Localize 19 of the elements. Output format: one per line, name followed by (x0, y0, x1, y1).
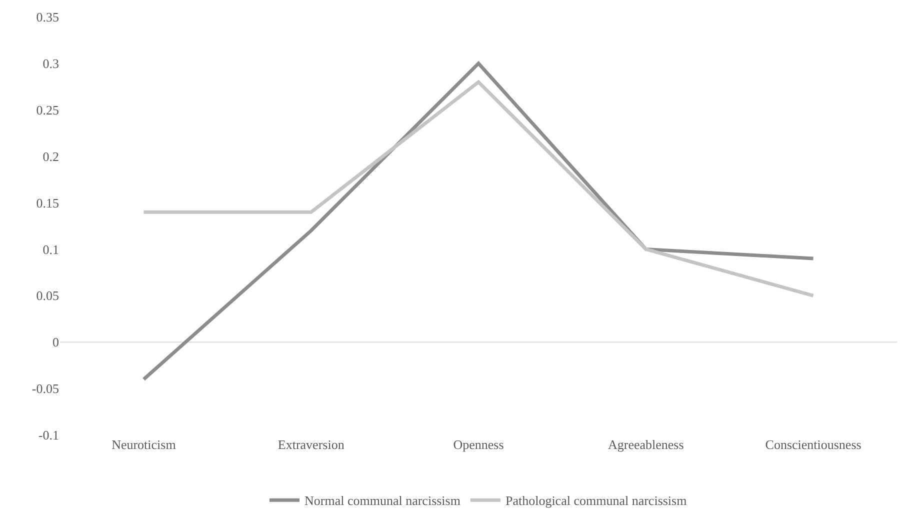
y-tick-label: -0.1 (38, 428, 59, 443)
legend-label: Normal communal narcissism (304, 493, 460, 508)
x-tick-label: Conscientiousness (765, 437, 862, 452)
y-tick-label: 0 (52, 334, 59, 350)
x-tick-label: Openness (453, 437, 504, 452)
y-tick-label: 0.25 (36, 102, 59, 118)
x-tick-label: Agreeableness (608, 437, 684, 452)
legend-label: Pathological communal narcissism (505, 493, 687, 508)
y-tick-label: 0.1 (42, 242, 59, 257)
x-tick-label: Neuroticism (112, 437, 176, 452)
y-tick-label: 0.05 (36, 288, 59, 304)
y-tick-label: 0.15 (36, 195, 59, 210)
x-tick-label: Extraversion (278, 437, 345, 452)
line-series (142, 80, 816, 298)
line-series (142, 62, 816, 382)
y-tick-label: 0.3 (42, 56, 59, 71)
y-tick-label: 0.2 (42, 148, 59, 164)
y-tick-label: 0.35 (36, 10, 59, 25)
y-tick-label: -0.05 (32, 381, 59, 396)
